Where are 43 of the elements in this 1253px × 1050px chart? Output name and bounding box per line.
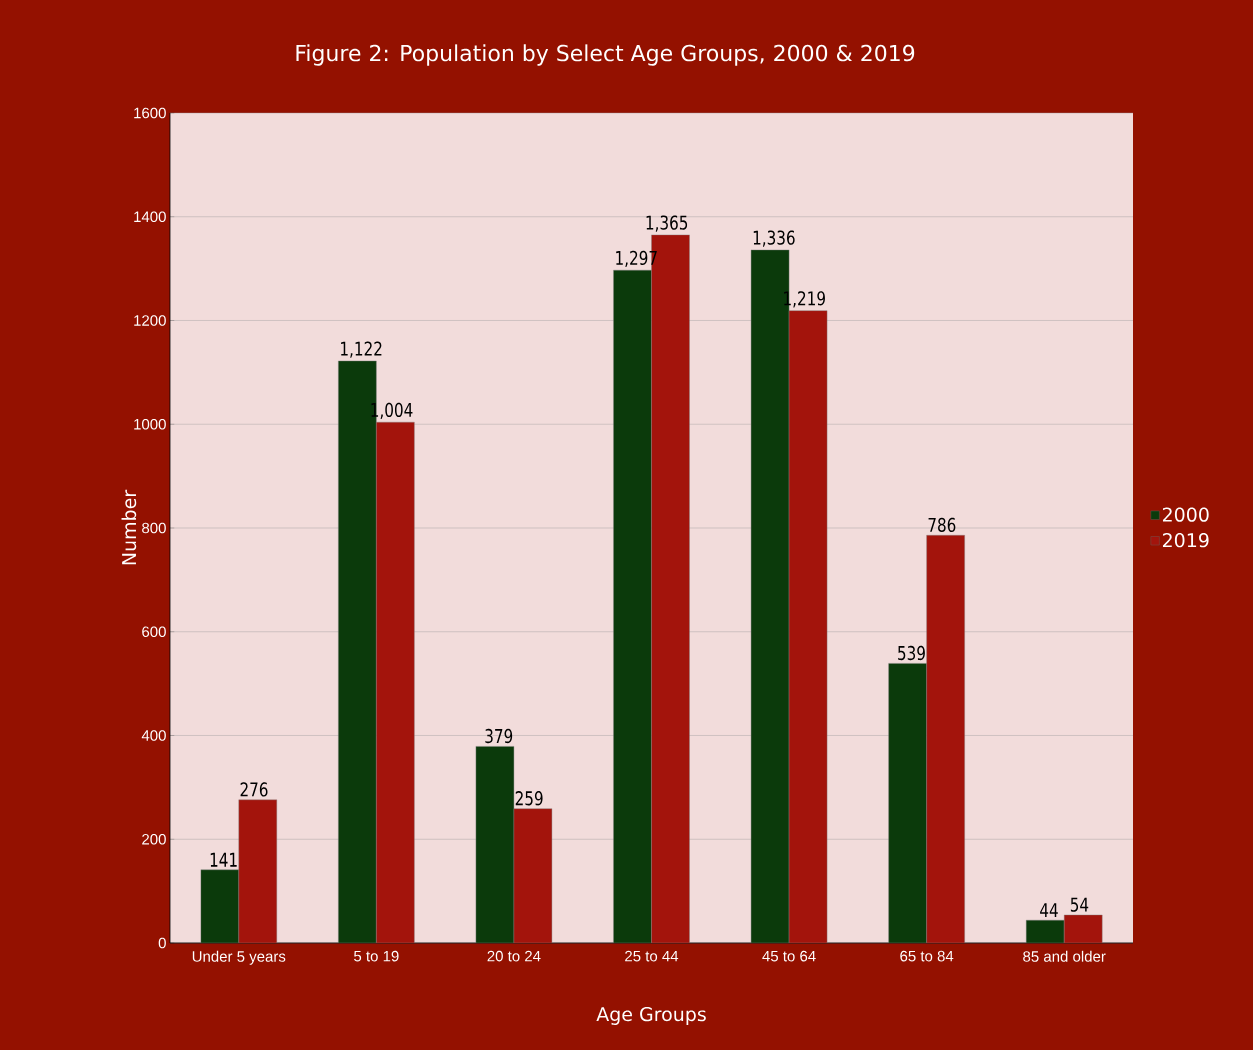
bar: [1026, 919, 1065, 943]
data-label: 54: [1070, 897, 1089, 912]
data-label: 539: [898, 645, 925, 661]
legend-label: 2019: [1162, 533, 1209, 548]
x-tick-label: 20 to 24: [487, 950, 541, 962]
y-axis-title: Number: [121, 489, 137, 565]
data-label: 379: [485, 728, 513, 744]
chart-title: Figure 2: Population by Select Age Groups, 2000 & 2019: [296, 44, 915, 66]
x-tick-label: 85 and older: [1023, 950, 1106, 962]
y-tick-label: 1600: [134, 107, 166, 119]
y-tick-label: 1200: [134, 315, 166, 326]
data-label: 141: [210, 852, 237, 867]
y-tick-label: 600: [142, 626, 166, 638]
y-tick-label: 1400: [134, 211, 166, 223]
x-tick-label: 25 to 44: [625, 950, 679, 962]
x-tick-label: 5 to 19: [354, 950, 399, 962]
bar: [238, 799, 277, 943]
data-label: 1,122: [341, 341, 382, 358]
x-tick-label: 65 to 84: [900, 950, 954, 962]
x-tick-label: Under 5 years: [192, 950, 286, 965]
bar: [613, 269, 652, 943]
data-label: 786: [928, 517, 956, 533]
y-tick-label: 800: [142, 522, 166, 534]
bar: [926, 535, 965, 943]
bar: [475, 746, 515, 943]
y-tick-label: 200: [142, 833, 166, 845]
data-label: 276: [240, 782, 268, 797]
bar: [1064, 914, 1103, 943]
y-tick-label: 400: [141, 730, 166, 741]
x-axis-title: Age Groups: [596, 1006, 706, 1025]
data-label: 44: [1040, 903, 1058, 917]
y-tick-label: 0: [158, 937, 166, 949]
data-label: 1,365: [646, 215, 688, 232]
data-label: 259: [515, 791, 543, 806]
data-label: 1,336: [753, 230, 795, 247]
bar: [888, 663, 927, 943]
x-tick-label: 45 to 64: [762, 950, 816, 962]
y-tick-label: 1000: [134, 418, 166, 430]
bar: [200, 869, 239, 943]
bar: [376, 421, 415, 943]
bar: [788, 310, 828, 943]
legend-label: 2000: [1162, 507, 1209, 522]
bar: [513, 808, 553, 943]
